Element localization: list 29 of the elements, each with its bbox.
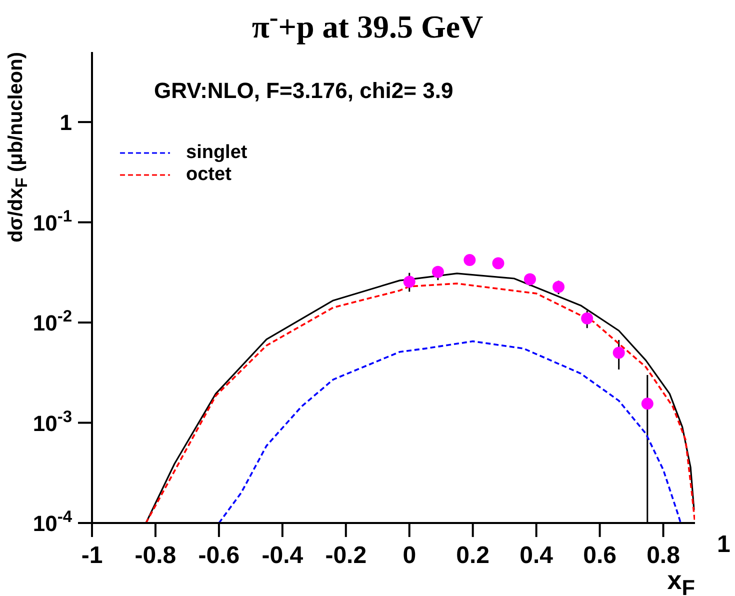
line-series bbox=[218, 340, 682, 523]
annotation: GRV:NLO, F=3.176, chi2= 3.9 bbox=[154, 78, 454, 104]
point bbox=[524, 273, 536, 286]
x-tick-label: 0.2 bbox=[456, 542, 490, 569]
y-tick-label: 10$^{-1}$ bbox=[32, 207, 72, 236]
point bbox=[464, 254, 476, 266]
x-tick-label: 0.4 bbox=[520, 542, 554, 569]
x-tick-label: 0.6 bbox=[583, 542, 616, 569]
y-tick-label: 10$^{-3}$ bbox=[32, 408, 72, 436]
point bbox=[403, 276, 416, 288]
x-tick-label: -1 bbox=[81, 542, 103, 569]
y-tick-label: 10$^{-4}$ bbox=[32, 508, 73, 536]
point bbox=[432, 266, 444, 278]
x-tick-label: -0.2 bbox=[325, 542, 367, 569]
y-tick-label: 10$^{-2}$ bbox=[32, 308, 72, 336]
chart-title: π$^{-}$+p at 39.5 GeV bbox=[250, 2, 484, 46]
point bbox=[581, 312, 594, 324]
x-tick-label: -0.4 bbox=[262, 542, 304, 569]
point bbox=[492, 257, 504, 270]
point bbox=[552, 280, 565, 293]
x-tick-label: -0.8 bbox=[134, 542, 176, 569]
legend-label: singlet bbox=[186, 142, 248, 164]
x-tick-label: 0 bbox=[402, 542, 416, 569]
legend-label: octet bbox=[186, 164, 232, 186]
text: 1 bbox=[717, 531, 730, 559]
point bbox=[612, 346, 625, 359]
x-tick-label: -0.6 bbox=[198, 542, 240, 569]
point bbox=[641, 398, 654, 410]
y-tick-label: 1 bbox=[60, 110, 72, 136]
